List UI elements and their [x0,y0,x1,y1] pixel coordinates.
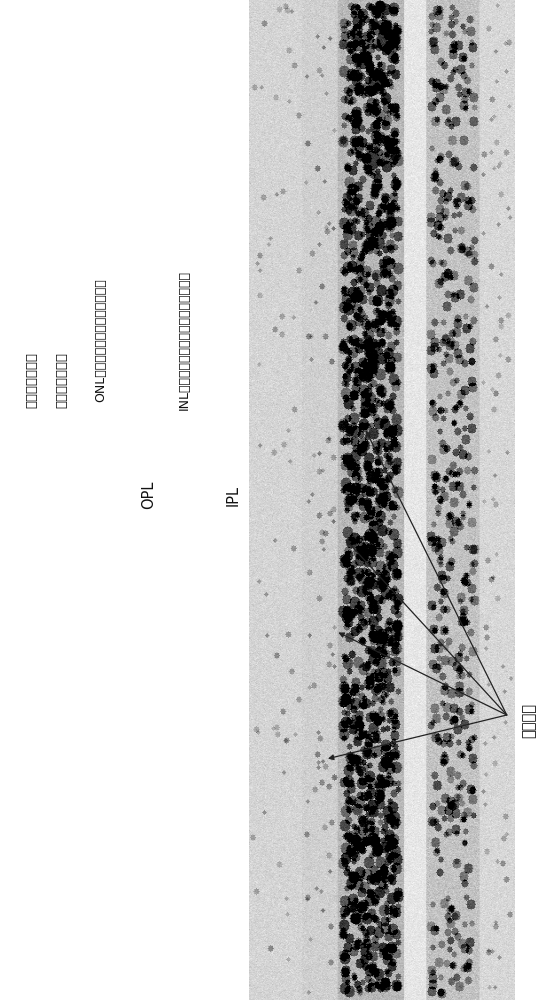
Text: 水平细胞: 水平细胞 [521,702,536,738]
Text: 光受体外部片段: 光受体外部片段 [25,352,38,408]
Text: INL（无长突神经细胞／水平细胞主体）: INL（无长突神经细胞／水平细胞主体） [178,270,191,410]
Text: IPL: IPL [225,485,241,506]
Text: 光受体内部片段: 光受体内部片段 [56,352,69,408]
Text: ONL（视杆细胞／视锥细胞主体）: ONL（视杆细胞／视锥细胞主体） [94,278,107,402]
Text: OPL: OPL [141,481,157,509]
